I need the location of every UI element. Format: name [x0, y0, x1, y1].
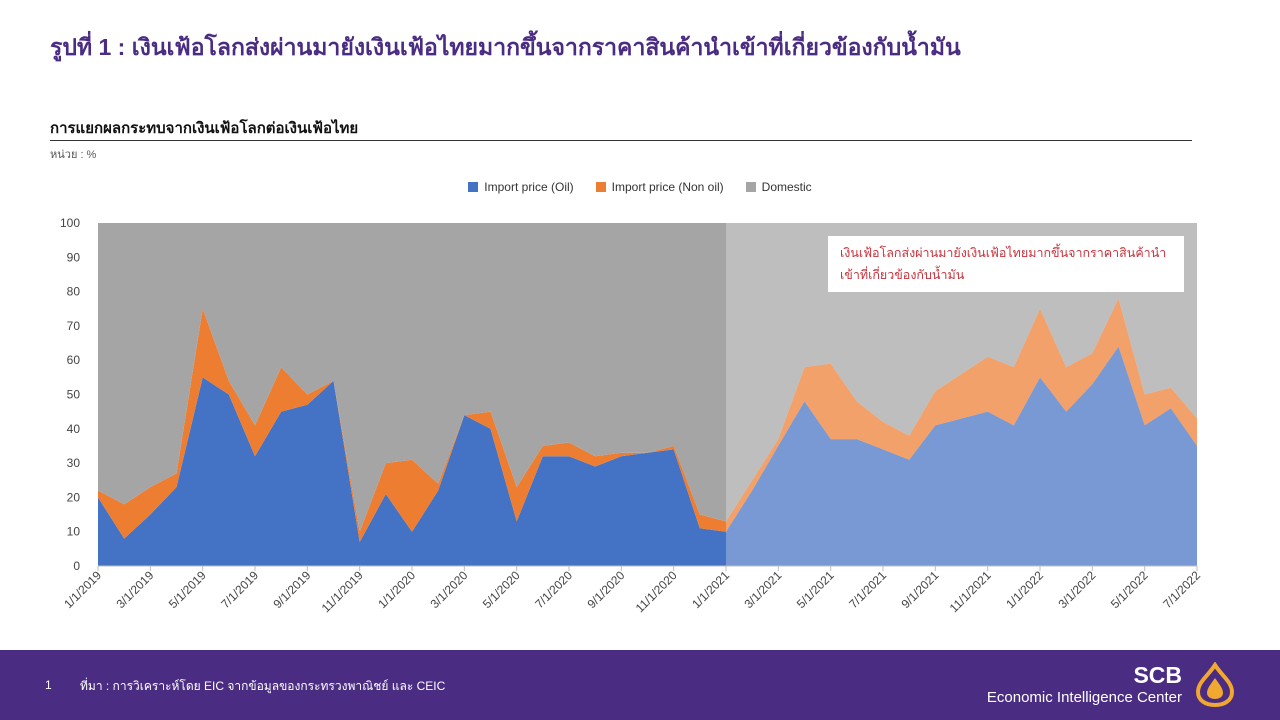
- legend-swatch-oil: [468, 182, 479, 192]
- y-tick-label: 20: [67, 490, 81, 504]
- area-non-oil-late: [726, 298, 1197, 532]
- legend-item-domestic: Domestic: [745, 180, 812, 194]
- brand-block: SCB Economic Intelligence Center: [987, 662, 1182, 708]
- x-tick-label: 1/1/2020: [375, 568, 418, 611]
- x-tick-label: 3/1/2022: [1056, 568, 1099, 611]
- legend-swatch-domestic: [745, 182, 756, 192]
- x-tick-label: 3/1/2021: [742, 568, 785, 611]
- area-oil-early: [98, 377, 726, 566]
- y-tick-label: 30: [67, 456, 81, 470]
- x-tick-label: 11/1/2020: [633, 568, 680, 615]
- unit-label: หน่วย : %: [50, 149, 97, 161]
- legend-item-non-oil: Import price (Non oil): [595, 180, 724, 194]
- x-tick-label: 5/1/2020: [480, 568, 523, 611]
- scb-lotus-logo-icon: [1195, 662, 1235, 708]
- area-oil-late: [726, 346, 1197, 566]
- y-tick-label: 0: [73, 559, 80, 573]
- x-tick-label: 1/1/2021: [689, 568, 732, 611]
- area-domestic-late: [726, 223, 1197, 522]
- x-tick-label: 3/1/2020: [428, 568, 471, 611]
- x-tick-label: 7/1/2022: [1160, 568, 1203, 611]
- x-tick-label: 7/1/2019: [218, 568, 261, 611]
- footer-bar: 1 ที่มา : การวิเคราะห์โดย EIC จากข้อมูลข…: [0, 650, 1280, 720]
- y-tick-label: 10: [67, 525, 81, 539]
- x-tick-label: 5/1/2022: [1108, 568, 1151, 611]
- legend-item-oil: Import price (Oil): [468, 180, 574, 194]
- x-tick-label: 1/1/2022: [1003, 568, 1046, 611]
- x-tick-label: 9/1/2021: [899, 568, 942, 611]
- x-tick-label: 5/1/2021: [794, 568, 837, 611]
- x-tick-label: 9/1/2019: [271, 568, 314, 611]
- y-tick-label: 100: [60, 216, 80, 230]
- y-tick-label: 90: [67, 250, 81, 264]
- brand-subtitle: Economic Intelligence Center: [986, 689, 1182, 706]
- x-tick-label: 9/1/2020: [585, 568, 628, 611]
- legend-swatch-non-oil: [595, 182, 606, 192]
- y-tick-label: 40: [67, 422, 81, 436]
- legend-label-oil: Import price (Oil): [484, 180, 574, 194]
- x-tick-label: 11/1/2021: [947, 568, 994, 615]
- page-number: 1: [45, 678, 52, 692]
- x-tick-label: 3/1/2019: [114, 568, 157, 611]
- y-tick-label: 50: [67, 388, 81, 402]
- x-tick-label: 11/1/2019: [319, 568, 366, 615]
- source-note: ที่มา : การวิเคราะห์โดย EIC จากข้อมูลของ…: [80, 679, 446, 693]
- legend-label-non-oil: Import price (Non oil): [611, 180, 724, 194]
- chart-legend: Import price (Oil) Import price (Non oil…: [0, 180, 1280, 194]
- legend-label-domestic: Domestic: [761, 180, 812, 194]
- area-domestic-early: [98, 223, 726, 532]
- x-tick-label: 1/1/2019: [61, 568, 104, 611]
- slide-title: รูปที่ 1 : เงินเฟ้อโลกส่งผ่านมายังเงินเฟ…: [50, 34, 961, 60]
- x-tick-label: 5/1/2019: [166, 568, 209, 611]
- brand-name: SCB: [1133, 662, 1182, 688]
- chart-annotation: เงินเฟ้อโลกส่งผ่านมายังเงินเฟ้อไทยมากขึ้…: [828, 236, 1184, 292]
- x-tick-label: 7/1/2021: [846, 568, 889, 611]
- y-tick-label: 60: [67, 353, 81, 367]
- area-non-oil-early: [98, 308, 726, 542]
- x-tick-label: 7/1/2020: [532, 568, 575, 611]
- y-tick-label: 80: [67, 285, 81, 299]
- title-divider: [50, 140, 1192, 141]
- y-tick-label: 70: [67, 319, 81, 333]
- chart-title: การแยกผลกระทบจากเงินเฟ้อโลกต่อเงินเฟ้อไท…: [50, 120, 359, 137]
